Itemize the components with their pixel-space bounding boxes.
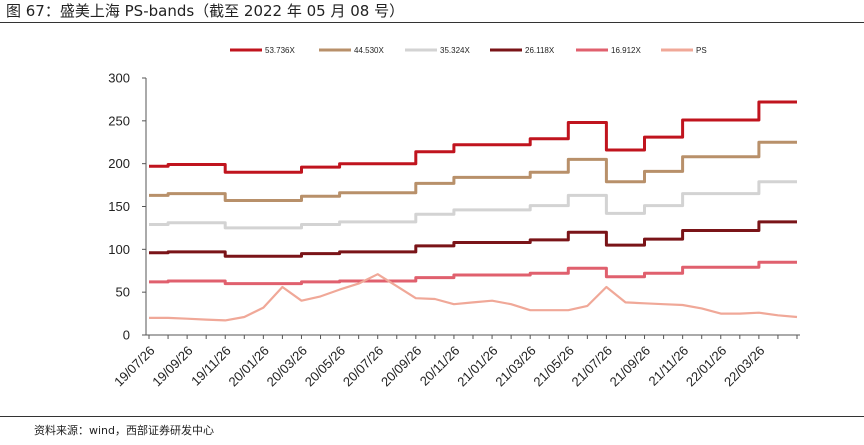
bottom-rule	[0, 416, 864, 417]
y-tick-label: 250	[108, 113, 130, 128]
y-tick-label: 100	[108, 242, 130, 257]
x-tick-label: 21/09/26	[607, 343, 653, 389]
chart-title: 图 67：盛美上海 PS-bands（截至 2022 年 05 月 08 号）	[6, 2, 405, 20]
x-tick-label: 20/11/26	[417, 343, 463, 389]
x-tick-label: 21/01/26	[454, 343, 500, 389]
x-tick-label: 20/01/26	[226, 343, 272, 389]
x-tick-label: 22/01/26	[683, 343, 729, 389]
x-tick-label: 20/05/26	[302, 343, 348, 389]
legend-label-3: 35.324X	[440, 46, 470, 55]
legend-label-5: 16.912X	[611, 46, 641, 55]
series-line-4	[149, 220, 797, 258]
x-tick-label: 20/07/26	[340, 343, 386, 389]
x-tick-label: 21/07/26	[569, 343, 615, 389]
y-tick-label: 300	[108, 71, 130, 86]
y-tick-label: 50	[116, 285, 130, 300]
x-tick-label: 21/05/26	[530, 343, 576, 389]
y-tick-label: 150	[108, 199, 130, 214]
legend-label-6: PS	[696, 46, 707, 55]
x-tick-label: 19/09/26	[149, 343, 195, 389]
x-tick-label: 20/03/26	[264, 343, 310, 389]
legend-label-1: 53.736X	[265, 46, 295, 55]
series-line-2	[149, 140, 797, 202]
series-line-1	[149, 100, 797, 174]
y-tick-label: 200	[108, 156, 130, 171]
series-line-3	[149, 180, 797, 230]
x-tick-label: 22/03/26	[721, 343, 767, 389]
series-line-6	[149, 273, 798, 322]
top-rule	[0, 22, 864, 23]
legend: 53.736X 44.530X 35.324X 26.118X 16.912X PS	[230, 46, 707, 55]
x-tick-label: 19/07/26	[111, 343, 157, 389]
x-tick-label: 21/03/26	[492, 343, 538, 389]
legend-label-2: 44.530X	[354, 46, 384, 55]
x-tick-label: 21/11/26	[645, 343, 691, 389]
x-tick-label: 20/09/26	[378, 343, 424, 389]
source-note: 资料来源：wind，西部证券研发中心	[34, 424, 215, 437]
series-line-5	[149, 260, 797, 286]
series-lines	[149, 100, 798, 322]
x-tick-label: 19/11/26	[188, 343, 234, 389]
legend-label-4: 26.118X	[525, 46, 555, 55]
y-tick-label: 0	[123, 328, 130, 343]
ps-bands-chart: 53.736X 44.530X 35.324X 26.118X 16.912X PS 0 5…	[108, 46, 800, 389]
